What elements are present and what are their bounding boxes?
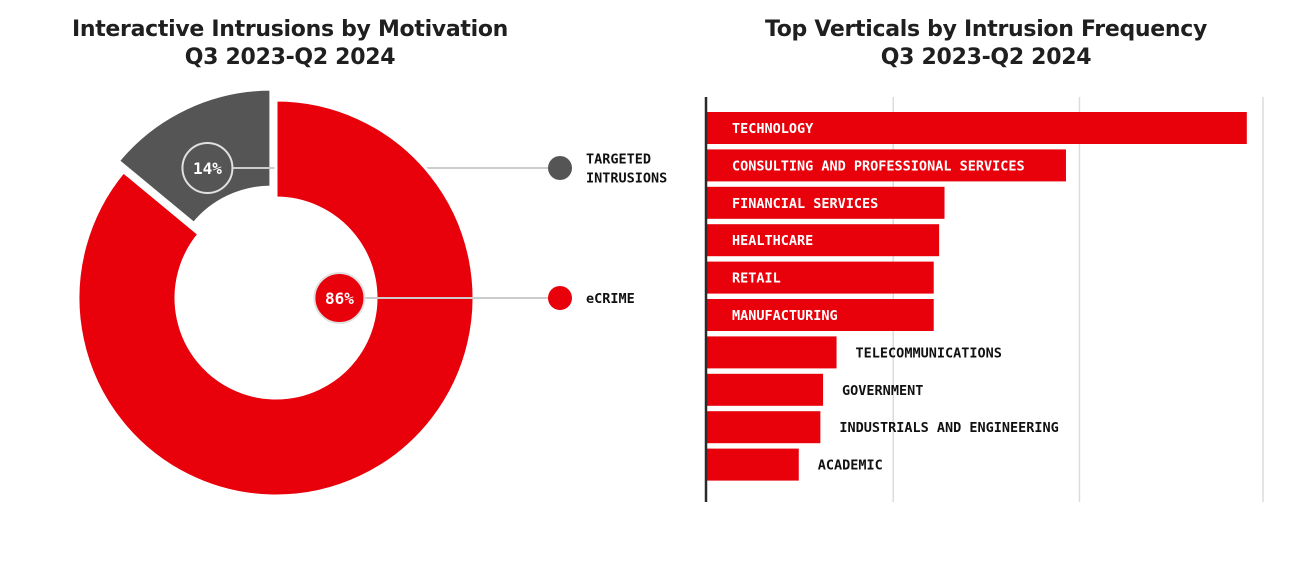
bar-chart-title-line1: Top Verticals by Intrusion Frequency bbox=[764, 17, 1208, 42]
legend-marker-ecrime bbox=[548, 286, 572, 310]
bar-government bbox=[707, 373, 824, 406]
bar-label-telecommunications: TELECOMMUNICATIONS bbox=[856, 345, 1002, 361]
bar-label-healthcare: HEALTHCARE bbox=[732, 233, 813, 249]
bar-healthcare bbox=[707, 224, 940, 257]
bar-chart: TECHNOLOGY CONSULTING AND PROFESSIONAL SE… bbox=[704, 97, 1264, 502]
bar-retail bbox=[707, 261, 934, 294]
bar-financial-services bbox=[707, 186, 945, 219]
donut-slice-ecrime bbox=[76, 98, 476, 498]
donut-value-label-targeted-intrusions: 14% bbox=[193, 159, 222, 178]
donut-value-bubble-ecrime bbox=[313, 272, 366, 324]
bar-chart-title: Top Verticals by Intrusion Frequency Q3 … bbox=[736, 16, 1236, 72]
bar-label-technology: TECHNOLOGY bbox=[732, 121, 814, 137]
legend-label-ecrime: eCRIME bbox=[586, 291, 635, 307]
bar-label-consulting-and-professional-services: CONSULTING AND PROFESSIONAL SERVICES bbox=[732, 158, 1025, 174]
bar-label-retail: RETAIL bbox=[732, 271, 781, 287]
bar-technology bbox=[707, 112, 1247, 144]
legend-marker-targeted-intrusions bbox=[548, 156, 572, 180]
bar-chart-title-line2: Q3 2023-Q2 2024 bbox=[880, 45, 1092, 70]
donut-value-label-ecrime: 86% bbox=[325, 289, 354, 308]
donut-value-bubble-targeted-intrusions bbox=[181, 142, 234, 194]
donut-chart-title-line1: Interactive Intrusions by Motivation bbox=[71, 17, 509, 42]
donut-chart-title-line2: Q3 2023-Q2 2024 bbox=[184, 45, 396, 70]
bar-label-academic: ACADEMIC bbox=[818, 458, 883, 474]
bar-label-industrials-and-engineering: INDUSTRIALS AND ENGINEERING bbox=[839, 420, 1058, 436]
bar-industrials-and-engineering bbox=[707, 411, 821, 444]
bar-telecommunications bbox=[707, 336, 837, 369]
bar-label-manufacturing: MANUFACTURING bbox=[732, 308, 838, 324]
bar-label-financial-services: FINANCIAL SERVICES bbox=[732, 196, 878, 212]
legend-label-targeted-intrusions: TARGETED bbox=[586, 152, 651, 168]
bar-label-government: GOVERNMENT bbox=[842, 383, 923, 399]
bar-manufacturing bbox=[707, 299, 934, 331]
donut-chart: 14% TARGETED INTRUSIONS 86% eCRIME bbox=[76, 87, 667, 498]
bar-academic bbox=[707, 448, 799, 481]
bar-consulting-and-professional-services bbox=[707, 149, 1066, 182]
donut-chart-title: Interactive Intrusions by Motivation Q3 … bbox=[40, 16, 540, 72]
legend-label-targeted-intrusions: INTRUSIONS bbox=[586, 171, 667, 187]
